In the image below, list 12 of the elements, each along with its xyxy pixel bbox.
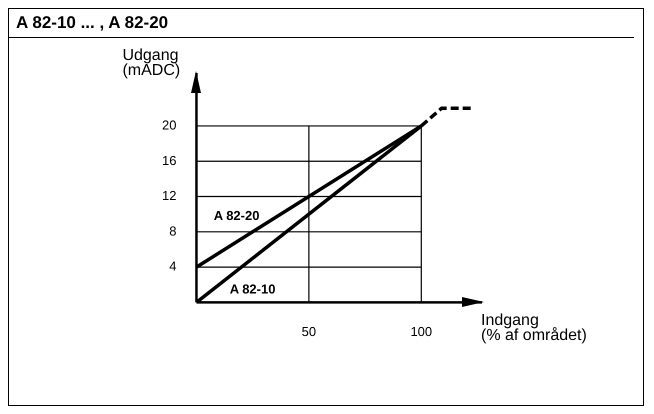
- y-tick-label: 16: [162, 152, 176, 168]
- y-tick-label: 4: [169, 258, 176, 274]
- y-tick-label: 20: [162, 118, 176, 133]
- x-tick-label: 100: [410, 324, 432, 339]
- series-label: A 82-20: [214, 208, 260, 223]
- y-tick-label: 8: [169, 223, 176, 238]
- y-axis-title: Udgang (mADC): [122, 47, 180, 79]
- x-axis-title: Indgang (% af området): [481, 312, 587, 344]
- y-tick-label: 12: [162, 188, 176, 204]
- series-label: A 82-10: [230, 282, 276, 297]
- chart-title: A 82-10 ... , A 82-20: [8, 8, 634, 38]
- x-tick-label: 50: [302, 324, 316, 339]
